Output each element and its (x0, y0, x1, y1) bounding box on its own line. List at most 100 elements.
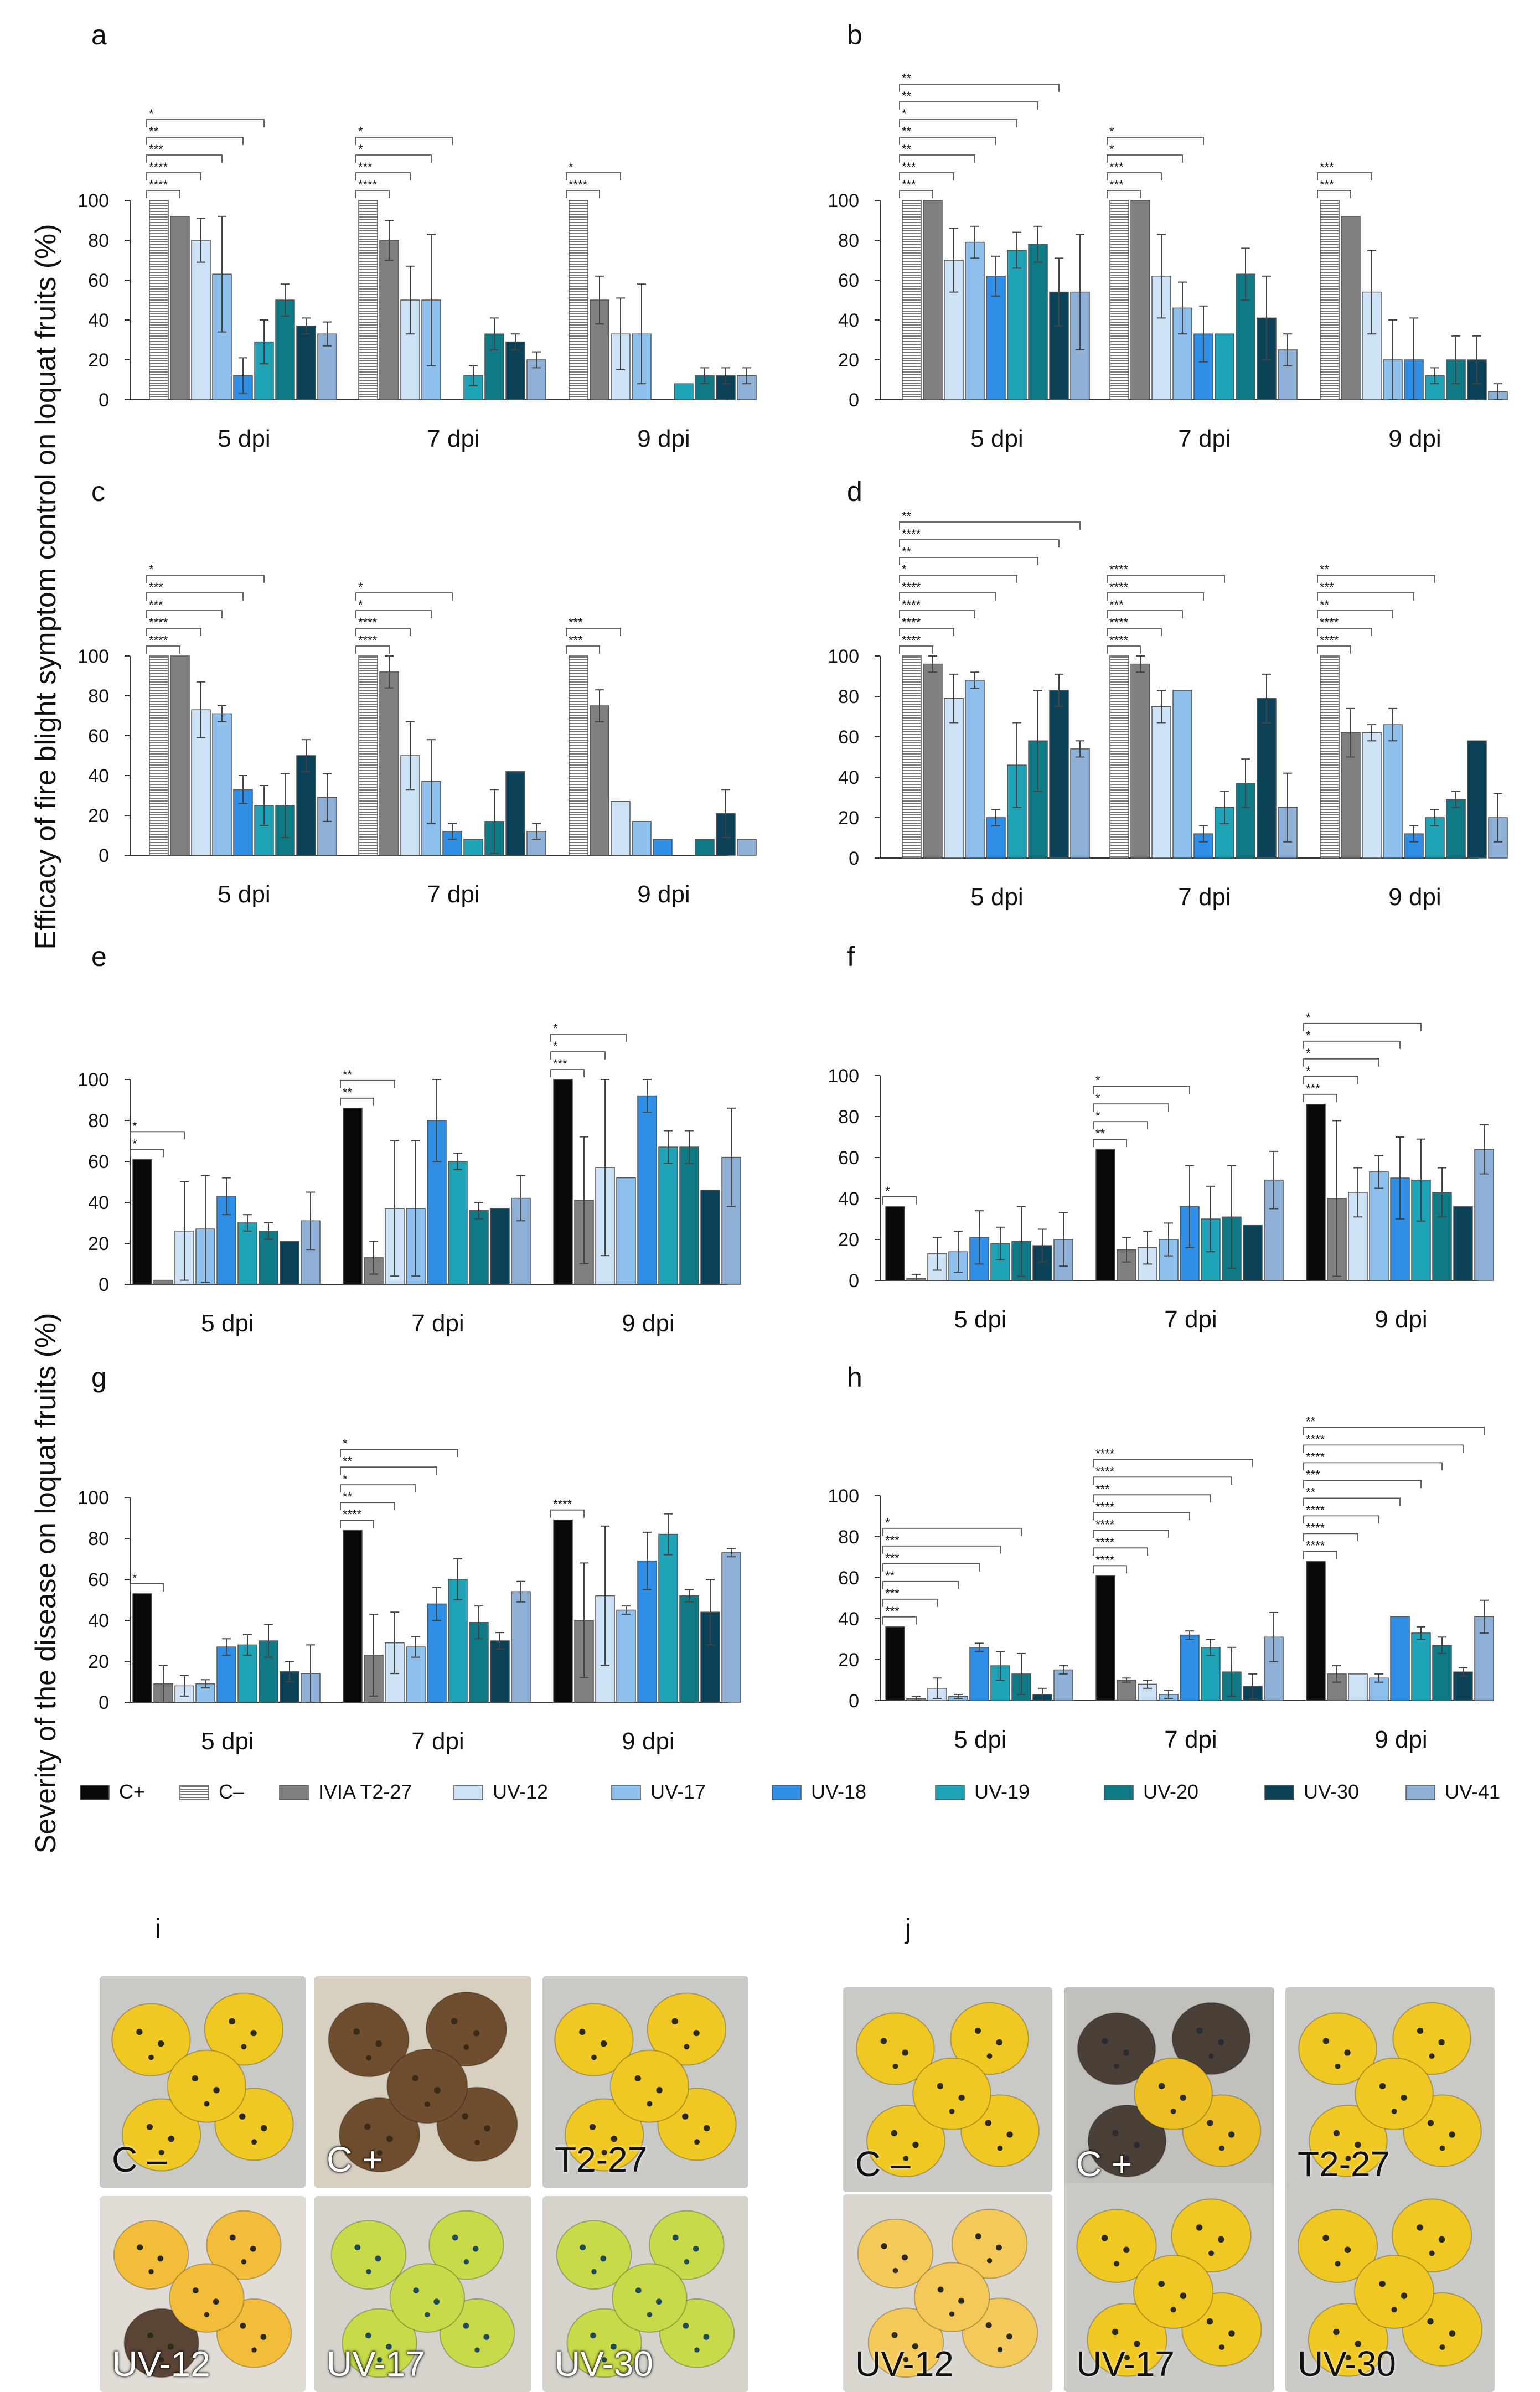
significance-bracket (146, 628, 201, 636)
significance-stars: **** (1306, 1503, 1325, 1517)
bar-C- (1109, 655, 1129, 859)
significance-stars: **** (902, 598, 921, 612)
bar-UV-30 (1453, 1206, 1473, 1281)
panel-letter: d (847, 476, 862, 507)
y-tick-label: 20 (88, 350, 109, 371)
bar-UV-30 (490, 1640, 510, 1703)
x-tick-label: 9 dpi (1388, 425, 1441, 452)
significance-bracket (1303, 1022, 1422, 1031)
bar-UV-30 (505, 341, 525, 400)
significance-stars: * (1306, 1011, 1311, 1025)
significance-stars: * (1095, 1091, 1100, 1105)
y-tick-label: 100 (77, 1487, 109, 1508)
significance-stars: **** (1306, 1450, 1325, 1464)
bar-UV-30 (296, 326, 316, 400)
x-tick-label: 5 dpi (201, 1728, 254, 1755)
significance-bracket (566, 172, 621, 180)
bar-UV-20 (1028, 244, 1048, 400)
photo-caption: C – (855, 2144, 911, 2184)
bar-UV-12 (1362, 732, 1382, 859)
bar-UV-12 (1348, 1673, 1368, 1701)
bar-UV-30 (1257, 698, 1277, 859)
significance-bracket (1093, 1121, 1148, 1130)
significance-stars: *** (1320, 160, 1334, 174)
x-tick-label: 9 dpi (622, 1310, 674, 1337)
significance-stars: * (358, 125, 363, 138)
y-tick-label: 100 (828, 190, 859, 211)
y-tick-label: 0 (849, 1270, 859, 1291)
bar-C- (902, 200, 922, 400)
legend-swatch (611, 1785, 641, 1800)
panel-letter: f (847, 941, 855, 972)
y-tick-label: 100 (828, 1486, 859, 1507)
bar-IVIA T2-27 (170, 216, 190, 400)
significance-stars: * (149, 107, 154, 121)
x-tick-label: 5 dpi (970, 884, 1023, 911)
significance-stars: *** (885, 1551, 900, 1565)
significance-bracket (899, 539, 1060, 547)
significance-stars: * (132, 1571, 137, 1585)
bar-C+ (553, 1519, 573, 1703)
photo-panel-letter: i (155, 1913, 162, 1944)
fruit-photo: UV-30 (1285, 2183, 1495, 2392)
significance-stars: **** (1109, 633, 1129, 647)
bar-UV-30 (1032, 1245, 1052, 1281)
significance-stars: * (1095, 1073, 1100, 1087)
photo-caption: T2-27 (555, 2140, 648, 2179)
significance-stars: *** (553, 1057, 567, 1071)
fruit-photo: T2-27 (542, 1976, 748, 2188)
bar-UV-19 (1411, 1632, 1431, 1701)
panel-letter: g (91, 1362, 107, 1393)
significance-bracket (1317, 592, 1414, 601)
significance-stars: *** (1095, 1482, 1110, 1496)
significance-bracket (130, 1583, 164, 1592)
significance-stars: *** (358, 160, 373, 174)
y-tick-label: 0 (849, 1691, 859, 1712)
significance-stars: **** (569, 178, 588, 192)
significance-bracket (1107, 154, 1183, 163)
panel-letter: b (847, 19, 862, 50)
bar-UV-41 (1070, 748, 1090, 859)
significance-bracket (882, 1616, 917, 1625)
bar-UV-17 (965, 241, 985, 400)
y-tick-label: 100 (828, 646, 859, 667)
significance-stars: *** (569, 633, 583, 647)
significance-stars: **** (902, 527, 921, 541)
photo-caption: UV-30 (1298, 2344, 1396, 2384)
significance-bracket (1107, 628, 1162, 636)
significance-bracket (1093, 1512, 1190, 1521)
significance-bracket (899, 119, 1017, 127)
y-tick-label: 40 (838, 1189, 859, 1210)
significance-stars: **** (1306, 1521, 1325, 1535)
x-tick-label: 7 dpi (1178, 425, 1231, 452)
significance-bracket (130, 1149, 164, 1158)
x-tick-label: 9 dpi (622, 1728, 674, 1755)
significance-stars: **** (1306, 1432, 1325, 1446)
ylabel-severity: Severity of the disease on loquat fruits… (30, 1313, 62, 1854)
bar-UV-17 (1172, 690, 1192, 859)
legend-swatch (80, 1785, 110, 1800)
significance-stars: * (343, 1472, 348, 1486)
significance-bracket (899, 190, 933, 198)
significance-stars: ** (1320, 562, 1330, 576)
significance-bracket (1093, 1103, 1169, 1112)
significance-bracket (146, 645, 180, 654)
bar-C+ (885, 1206, 905, 1281)
significance-bracket (1093, 1476, 1232, 1485)
bar-C+ (1306, 1561, 1326, 1701)
significance-stars: * (149, 562, 154, 576)
bar-C- (1109, 200, 1129, 400)
significance-bracket (1107, 575, 1225, 583)
photo-caption: UV-30 (555, 2344, 653, 2384)
panel-letter: c (91, 476, 105, 507)
bar-UV-17 (1383, 724, 1403, 859)
significance-stars: * (569, 160, 573, 174)
y-tick-label: 100 (77, 646, 109, 667)
bar-UV-30 (505, 771, 525, 856)
significance-bracket (146, 172, 201, 180)
significance-bracket (882, 1196, 917, 1205)
significance-stars: ** (902, 71, 912, 85)
